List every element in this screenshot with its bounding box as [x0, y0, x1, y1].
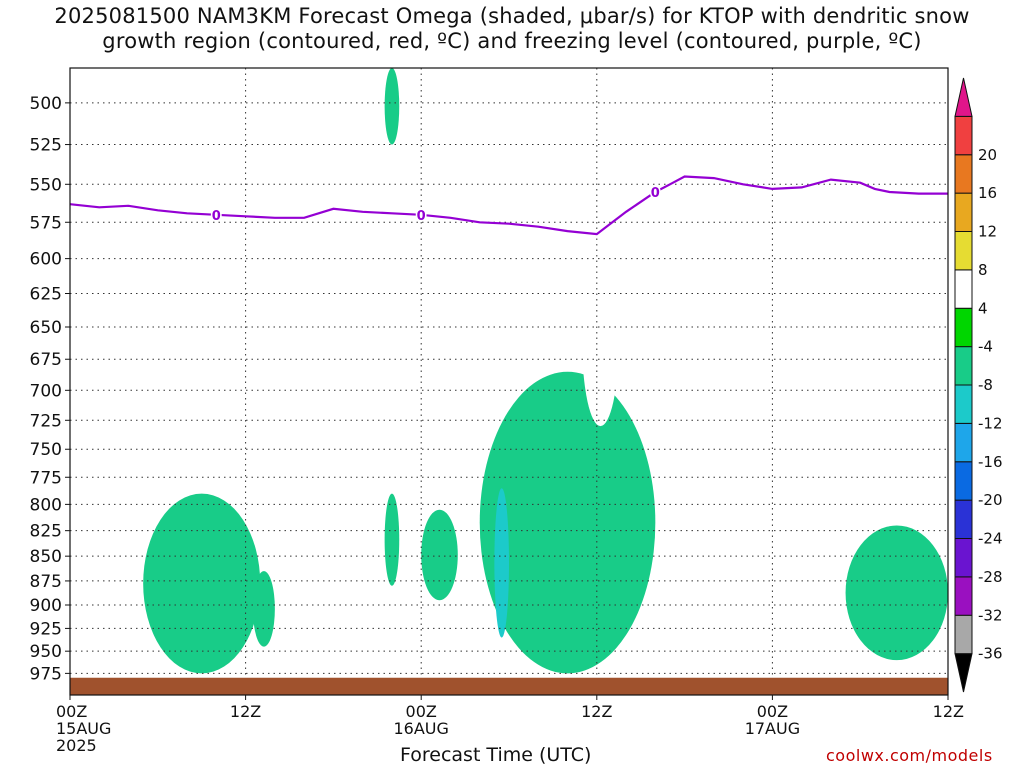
freezing-level-label-2: 0: [417, 209, 426, 224]
y-tick-label-575: 575: [30, 213, 62, 233]
y-tick-label-900: 900: [30, 596, 62, 616]
omega-region-1: [143, 493, 261, 674]
omega-region-4: [421, 509, 458, 601]
colorbar-label-11: 12: [978, 223, 997, 241]
omega-region-5: [479, 371, 656, 674]
omega-region-2: [252, 571, 275, 647]
omega-region-12: [457, 333, 480, 450]
chart-title: 2025081500 NAM3KM Forecast Omega (shaded…: [0, 4, 1024, 54]
colorbar-label-1: -32: [978, 606, 1003, 624]
terrain-layer: [70, 677, 948, 695]
omega-region-8: [384, 68, 400, 145]
y-tick-label-600: 600: [30, 250, 62, 270]
x-tick-label-4: 00Z 17AUG: [745, 702, 800, 738]
colorbar-box-1: [954, 614, 973, 655]
title-line-1: 2025081500 NAM3KM Forecast Omega (shaded…: [54, 4, 970, 28]
title-line-2: growth region (contoured, red, ºC) and f…: [102, 29, 922, 53]
omega-region-13: [582, 258, 619, 427]
y-tick-label-500: 500: [30, 94, 62, 114]
colorbar-label-6: -12: [978, 414, 1003, 432]
omega-region-11: [406, 258, 414, 372]
y-tick-label-750: 750: [30, 440, 62, 460]
colorbar-label-2: -28: [978, 568, 1003, 586]
colorbar-label-0: -36: [978, 645, 1003, 663]
colorbar-box-11: [954, 231, 973, 271]
colorbar-label-5: -16: [978, 453, 1003, 471]
colorbar-label-12: 16: [978, 184, 997, 202]
y-tick-label-625: 625: [30, 284, 62, 304]
freezing-level-label-1: 0: [212, 209, 221, 224]
colorbar-box-13: [954, 154, 973, 194]
x-tick-label-3: 12Z: [581, 702, 612, 721]
plot-frame: [69, 67, 949, 696]
y-tick-label-975: 975: [30, 664, 62, 684]
colorbar-label-13: 20: [978, 146, 997, 164]
colorbar-label-4: -20: [978, 491, 1003, 509]
omega-region-7: [845, 525, 948, 661]
colorbar-label-8: -4: [978, 338, 993, 356]
y-tick-label-800: 800: [30, 495, 62, 515]
omega-region-3: [384, 493, 400, 586]
x-axis-title: Forecast Time (UTC): [400, 744, 592, 766]
x-tick-label-5: 12Z: [933, 702, 964, 721]
y-tick-label-850: 850: [30, 547, 62, 567]
colorbar-box-14: [954, 115, 973, 156]
colorbar-box-6: [954, 422, 973, 463]
colorbar-top-triangle: [954, 77, 973, 117]
colorbar-box-3: [954, 538, 973, 578]
colorbar-box-5: [954, 461, 973, 501]
omega-region-6: [494, 488, 509, 638]
colorbar-box-7: [954, 384, 973, 424]
y-tick-label-725: 725: [30, 411, 62, 431]
freezing-level-line: [69, 175, 948, 236]
y-tick-label-700: 700: [30, 381, 62, 401]
x-tick-label-1: 12Z: [230, 702, 261, 721]
colorbar-bottom-triangle: [954, 653, 973, 693]
y-tick-label-550: 550: [30, 175, 62, 195]
omega-region-14: [428, 68, 436, 95]
colorbar-label-9: 4: [978, 299, 988, 317]
y-tick-label-650: 650: [30, 318, 62, 338]
colorbar-box-9: [954, 307, 973, 348]
colorbar-box-8: [954, 346, 973, 386]
y-tick-label-875: 875: [30, 572, 62, 592]
y-tick-label-925: 925: [30, 619, 62, 639]
x-tick-label-0: 00Z 15AUG 2025: [56, 702, 111, 755]
colorbar-box-2: [954, 576, 973, 616]
y-tick-label-775: 775: [30, 468, 62, 488]
colorbar-box-12: [954, 192, 973, 232]
colorbar-label-10: 8: [978, 261, 988, 279]
colorbar-label-3: -24: [978, 530, 1003, 548]
y-tick-label-950: 950: [30, 642, 62, 662]
colorbar-box-10: [954, 269, 973, 309]
omega-region-10: [311, 371, 327, 461]
colorbar-label-7: -8: [978, 376, 993, 394]
y-tick-label-525: 525: [30, 136, 62, 156]
x-tick-label-2: 00Z 16AUG: [393, 702, 448, 738]
y-tick-label-825: 825: [30, 522, 62, 542]
omega-region-9: [201, 408, 217, 478]
credit-link[interactable]: coolwx.com/models: [826, 746, 993, 765]
y-tick-label-675: 675: [30, 350, 62, 370]
freezing-level-label-3: 0: [651, 186, 660, 201]
colorbar-box-4: [954, 499, 973, 539]
